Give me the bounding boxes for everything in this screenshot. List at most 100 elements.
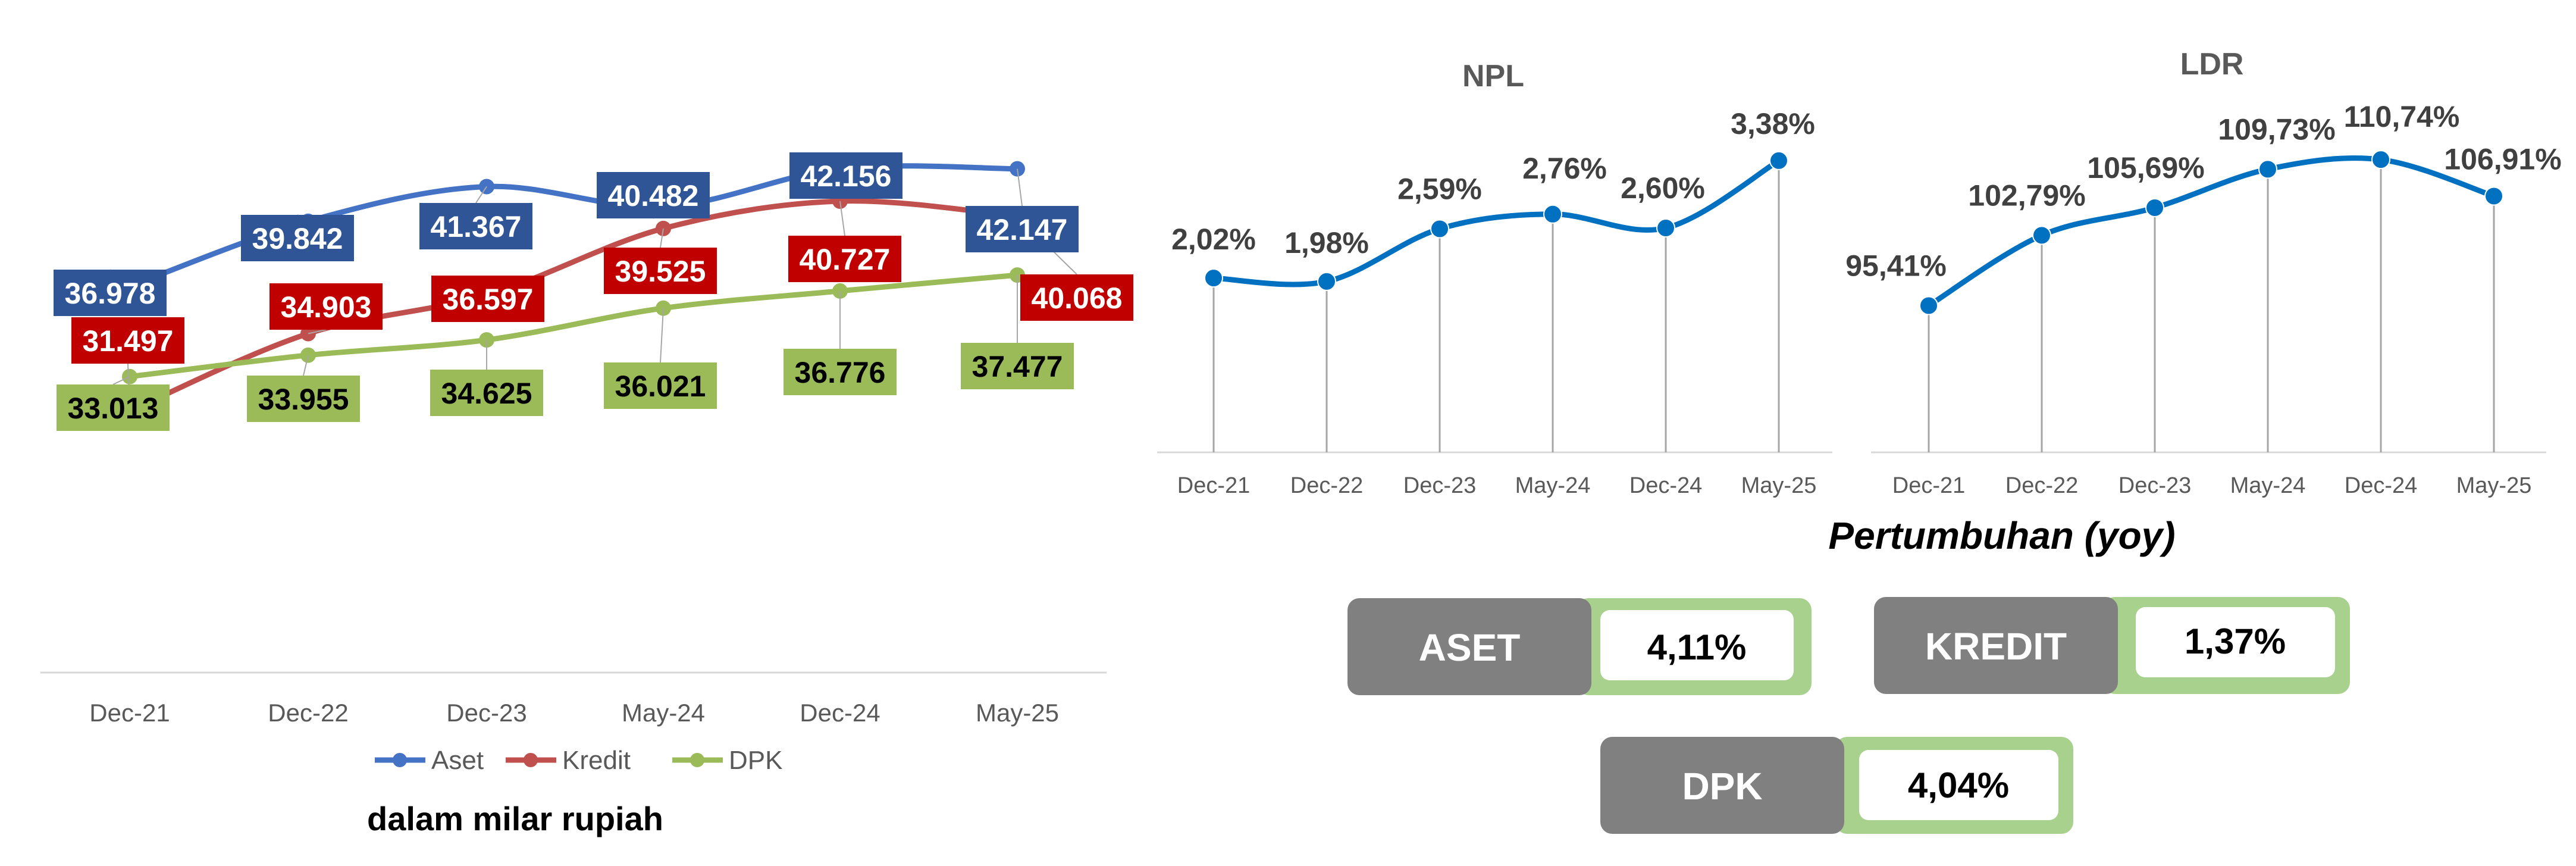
npl-data-label: 2,02%: [1171, 223, 1256, 256]
ldr-data-point: [1919, 296, 1938, 315]
data-label-text: 34.625: [441, 377, 532, 410]
legend-item-dpk: DPK: [672, 746, 782, 775]
data-label-leader: [1017, 168, 1023, 207]
ldr-x-tick-label: Dec-21: [1892, 473, 1966, 498]
growth-card-value: 1,37%: [2185, 621, 2286, 661]
npl-data-label: 2,60%: [1621, 171, 1705, 205]
data-label-box: [430, 370, 543, 416]
growth-card-kredit: KREDIT 1,37%: [1874, 597, 2350, 694]
growth-card-label: DPK: [1682, 765, 1762, 808]
x-tick-label: Dec-21: [89, 699, 170, 727]
data-label-dpk: 34.625: [430, 370, 543, 416]
ldr-data-label: 106,91%: [2444, 142, 2561, 176]
main-legend: Aset Kredit DPK: [375, 746, 782, 775]
data-label-kredit: 36.597: [431, 276, 544, 322]
data-label-leader: [660, 228, 664, 248]
data-label-kredit: 34.903: [269, 283, 383, 330]
npl-x-tick-label: Dec-24: [1629, 473, 1703, 498]
data-label-aset: 40.482: [597, 172, 710, 218]
growth-card-label: ASET: [1419, 626, 1521, 669]
npl-data-point: [1769, 151, 1788, 170]
data-label-kredit: 40.727: [788, 236, 901, 282]
data-label-box: [57, 384, 170, 431]
series-line-dpk: [129, 272, 1018, 380]
ldr-data-point: [2371, 150, 2390, 170]
data-label-aset: 41.367: [419, 203, 532, 249]
npl-data-label: 1,98%: [1284, 226, 1369, 260]
npl-title: NPL: [1462, 59, 1524, 93]
npl-data-point: [1656, 218, 1675, 237]
data-label-aset: 42.147: [966, 206, 1079, 252]
growth-title: Pertumbuhan (yoy): [1828, 514, 2175, 557]
ldr-x-tick-label: Dec-23: [2119, 473, 2192, 498]
data-label-leader: [839, 201, 845, 236]
npl-data-point: [1317, 271, 1336, 291]
ldr-data-label: 110,74%: [2344, 100, 2460, 133]
npl-data-label: 2,59%: [1397, 172, 1482, 205]
npl-data-point: [1543, 204, 1562, 224]
data-label-text: 33.013: [68, 392, 159, 425]
ldr-data-point: [2484, 186, 2503, 206]
data-label-dpk: 37.477: [961, 343, 1074, 389]
data-label-box: [247, 376, 360, 422]
legend-item-kredit: Kredit: [506, 746, 631, 775]
data-label-aset: 42.156: [789, 152, 902, 199]
npl-x-tick-label: May-25: [1741, 473, 1817, 498]
npl-data-point: [1430, 219, 1449, 239]
data-label-box: [1020, 274, 1133, 321]
npl-x-tick-label: Dec-22: [1290, 473, 1364, 498]
legend-swatch-marker: [690, 753, 704, 767]
data-label-text: 36.597: [443, 283, 534, 316]
data-label-text: 41.367: [431, 210, 522, 243]
x-tick-label: Dec-24: [800, 699, 880, 727]
ldr-x-tick-label: Dec-24: [2345, 473, 2418, 498]
data-label-kredit: 40.068: [1020, 274, 1133, 321]
data-label-text: 36.776: [795, 356, 886, 389]
ldr-series-line: [1927, 155, 2495, 308]
growth-card-label: KREDIT: [1925, 625, 2067, 668]
growth-card-value: 4,11%: [1647, 627, 1747, 667]
data-label-leader: [660, 308, 664, 363]
npl-data-point: [1204, 268, 1223, 288]
npl-x-tick-label: Dec-21: [1177, 473, 1251, 498]
data-label-box: [71, 317, 184, 364]
ldr-data-point: [2258, 160, 2277, 179]
legend-swatch-marker: [524, 753, 538, 767]
ldr-x-tick-label: May-25: [2456, 473, 2532, 498]
data-label-text: 36.978: [65, 277, 156, 310]
npl-data-label: 2,76%: [1522, 152, 1607, 185]
data-label-dpk: 36.021: [604, 362, 717, 409]
ldr-x-tick-label: Dec-22: [2005, 473, 2079, 498]
data-label-text: 33.955: [258, 383, 349, 416]
data-label-box: [241, 215, 354, 261]
npl-data-label: 3,38%: [1731, 107, 1815, 140]
data-label-text: 40.482: [608, 179, 699, 212]
data-label-dpk: 33.955: [247, 376, 360, 422]
data-label-text: 34.903: [281, 290, 372, 324]
ldr-data-point: [2032, 226, 2051, 245]
data-label-box: [784, 349, 897, 395]
data-label-aset: 39.842: [241, 215, 354, 261]
data-label-text: 37.477: [972, 350, 1063, 383]
data-label-box: [788, 236, 901, 282]
growth-card-dpk: DPK 4,04%: [1600, 737, 2073, 834]
data-label-text: 40.068: [1032, 282, 1123, 315]
data-label-leader: [475, 186, 487, 204]
data-label-box: [54, 270, 167, 316]
data-label-text: 39.842: [252, 222, 343, 255]
series-line-kredit: [129, 198, 1018, 414]
legend-label: Aset: [431, 746, 484, 775]
ldr-x-tick-label: May-24: [2230, 473, 2306, 498]
data-label-box: [604, 362, 717, 409]
data-label-text: 36.021: [615, 370, 706, 403]
data-label-box: [269, 283, 383, 330]
data-label-dpk: 33.013: [57, 384, 170, 431]
unit-note: dalam milar rupiah: [367, 800, 663, 837]
npl-x-tick-label: Dec-23: [1403, 473, 1477, 498]
ldr-data-point: [2145, 198, 2164, 217]
data-label-box: [604, 248, 717, 294]
data-label-box: [966, 206, 1079, 252]
legend-label: Kredit: [562, 746, 631, 775]
ldr-data-label: 95,41%: [1845, 249, 1947, 282]
